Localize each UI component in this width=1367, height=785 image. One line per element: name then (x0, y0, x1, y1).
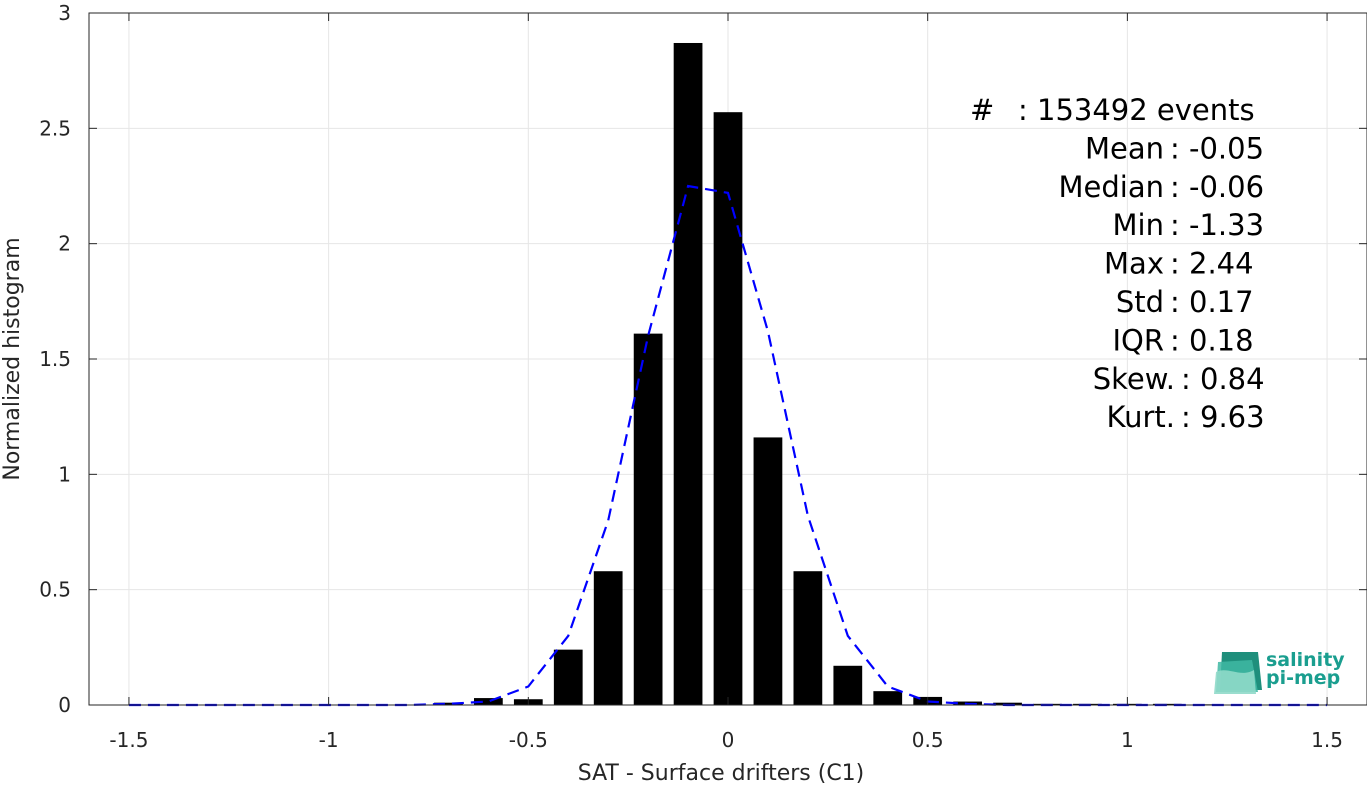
histogram-bar (673, 42, 703, 705)
stat-row: Max: 2.44 (1104, 247, 1254, 281)
stat-label: Median (1059, 170, 1164, 204)
x-tick-label: 0 (722, 728, 735, 752)
y-tick-label: 3 (58, 1, 71, 25)
y-axis-label: Normalized histogram (0, 237, 25, 480)
stat-value: : 0.18 (1170, 323, 1254, 357)
x-axis-label: SAT - Surface drifters (C1) (578, 761, 865, 785)
histogram-bar (1152, 703, 1182, 705)
histogram-bar (753, 437, 783, 705)
stat-label: Skew. (1093, 362, 1175, 396)
histogram-bar (833, 665, 863, 705)
stat-label: Mean (1085, 131, 1164, 165)
y-tick-label: 1 (58, 462, 71, 486)
stat-label: # (970, 93, 994, 127)
stat-row: Kurt.: 9.63 (1107, 400, 1265, 434)
stat-label: Std (1116, 285, 1164, 319)
stat-label: Max (1104, 247, 1164, 281)
stat-row: # : 153492 events (970, 93, 1255, 127)
stat-label: IQR (1112, 323, 1164, 357)
histogram-bar (793, 571, 823, 705)
histogram-bar (593, 571, 623, 705)
y-tick-label: 1.5 (39, 347, 71, 371)
salinity-pi-mep-logo: salinity pi-mep (1214, 649, 1345, 694)
histogram-bar (633, 333, 663, 705)
logo-line-2: pi-mep (1266, 667, 1340, 689)
histogram-bar (473, 698, 503, 705)
histogram-bars (434, 42, 1342, 706)
stat-row: Mean: -0.05 (1085, 131, 1264, 165)
stat-row: Min: -1.33 (1113, 208, 1265, 242)
logo-line-1: salinity (1266, 649, 1345, 671)
stat-row: Skew.: 0.84 (1093, 362, 1265, 396)
histogram-bar (993, 702, 1022, 705)
stat-value: : -1.33 (1170, 208, 1264, 242)
histogram-bar (873, 691, 903, 705)
histogram-bar (713, 112, 743, 706)
x-tick-label: 1 (1121, 728, 1134, 752)
x-tick-label: -0.5 (509, 728, 548, 752)
stat-row: Median: -0.06 (1059, 170, 1265, 204)
x-tick-label: -1 (319, 728, 339, 752)
stat-value: : 9.63 (1181, 400, 1265, 434)
stat-row: Std: 0.17 (1116, 285, 1254, 319)
y-tick-label: 0 (58, 693, 71, 717)
y-tick-label: 2 (58, 232, 71, 256)
stat-label: Min (1113, 208, 1164, 242)
x-tick-label: -1.5 (109, 728, 148, 752)
logo-icon (1214, 652, 1262, 694)
stat-value: : 0.17 (1170, 285, 1254, 319)
stat-label: Kurt. (1107, 400, 1175, 434)
x-tick-label: 1.5 (1311, 728, 1343, 752)
y-tick-label: 0.5 (39, 578, 71, 602)
stat-value: : -0.05 (1170, 131, 1264, 165)
stat-value: : 2.44 (1170, 247, 1254, 281)
tick-labels: -1.5 -1 -0.5 0 0.5 1 1.5 0 0.5 1 1.5 2 2.5 3 (39, 1, 1343, 752)
x-tick-label: 0.5 (912, 728, 944, 752)
stat-value: : 153492 events (1018, 93, 1255, 127)
histogram-bar (434, 702, 463, 705)
plot-frame (88, 12, 1367, 706)
y-tick-label: 2.5 (39, 116, 71, 140)
stat-value: : -0.06 (1170, 170, 1264, 204)
axes (88, 12, 1367, 706)
stat-row: IQR: 0.18 (1112, 323, 1253, 357)
stat-value: : 0.84 (1181, 362, 1265, 396)
histogram-bar (553, 649, 583, 705)
